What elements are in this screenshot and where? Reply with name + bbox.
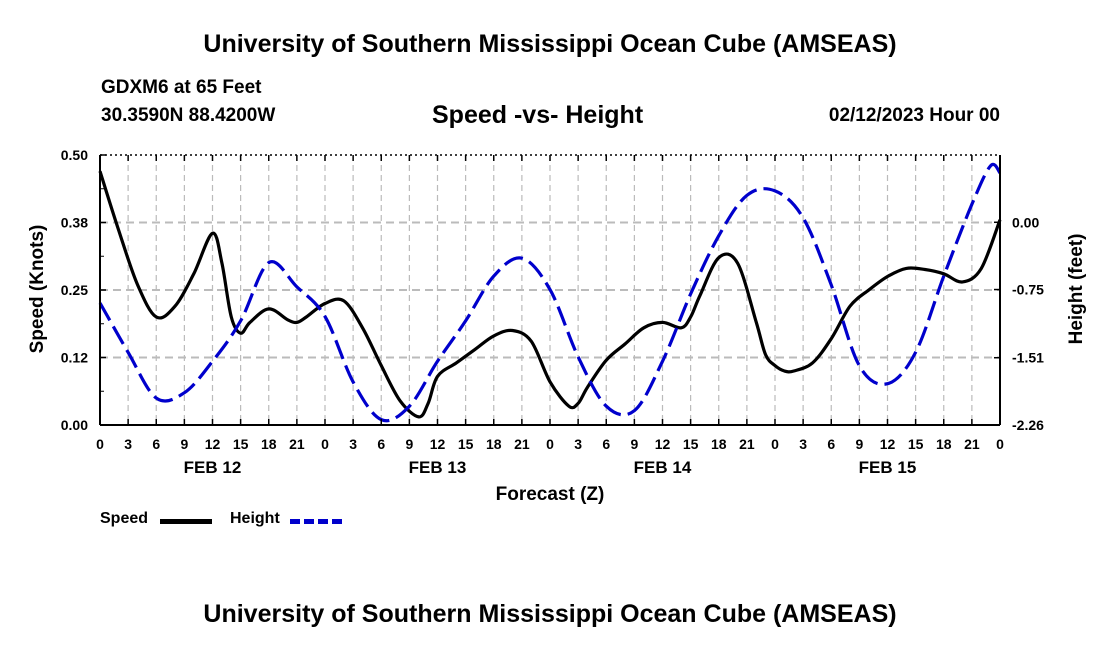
speed-series-line: [98, 170, 1002, 419]
footer-title: University of Southern Mississippi Ocean…: [203, 600, 897, 628]
x-tick-label: 15: [683, 436, 699, 452]
x-tick-label: 15: [458, 436, 474, 452]
x-tick-label: 0: [321, 436, 329, 452]
x-tick-label: 18: [711, 436, 727, 452]
x-tick-label: 3: [124, 436, 132, 452]
x-tick-label: 12: [655, 436, 671, 452]
legend-speed-label: Speed: [100, 510, 149, 527]
legend-height-swatch: [290, 519, 342, 524]
x-tick-label: 9: [180, 436, 188, 452]
x-tick-label: 6: [827, 436, 835, 452]
height-series-line: [98, 162, 1002, 423]
legend-height-label: Height: [230, 510, 280, 527]
x-axis-label: Forecast (Z): [496, 484, 605, 505]
x-tick-label: 0: [771, 436, 779, 452]
y2-axis-label: Height (feet): [1066, 234, 1087, 345]
coordinates-label: 30.3590N 88.4200W: [101, 105, 276, 126]
x-tick-label: 9: [405, 436, 413, 452]
y2-tick-label: -0.75: [1012, 282, 1044, 298]
x-tick-label: 0: [96, 436, 104, 452]
y2-tick-label: 0.00: [1012, 214, 1039, 230]
x-tick-label: 0: [996, 436, 1004, 452]
y-tick-label: 0.38: [61, 215, 88, 231]
date-label: FEB 12: [184, 458, 242, 477]
x-tick-label: 9: [855, 436, 863, 452]
x-tick-label: 21: [964, 436, 980, 452]
y2-tick-label: -1.51: [1012, 350, 1044, 366]
y-tick-label: 0.12: [61, 350, 88, 366]
x-tick-label: 6: [152, 436, 160, 452]
x-tick-label: 15: [908, 436, 924, 452]
x-tick-label: 18: [936, 436, 952, 452]
x-tick-label: 3: [574, 436, 582, 452]
chart-subtitle: Speed -vs- Height: [432, 101, 644, 129]
legend-speed-swatch: [160, 519, 212, 524]
y-tick-label: 0.25: [61, 282, 88, 298]
main-title: University of Southern Mississippi Ocean…: [203, 30, 897, 58]
y-tick-label: 0.50: [61, 147, 88, 163]
x-tick-label: 12: [430, 436, 446, 452]
axes: 0 3 6 9 12 15 18 21 0 3 6 9 12 15 18 21 0 3 6 9 12 15 18 21 0 3 6 9…: [61, 147, 1044, 477]
date-label: FEB 15: [859, 458, 917, 477]
station-label: GDXM6 at 65 Feet: [101, 77, 262, 98]
x-tick-label: 18: [261, 436, 277, 452]
x-tick-label: 21: [289, 436, 305, 452]
y2-tick-label: -2.26: [1012, 417, 1044, 433]
x-tick-label: 0: [546, 436, 554, 452]
x-tick-label: 12: [880, 436, 896, 452]
speed-height-chart: 0 3 6 9 12 15 18 21 0 3 6 9 12 15 18 21 0 3 6 9 12 15 18 21 0 3 6 9…: [27, 147, 1087, 505]
x-tick-label: 6: [602, 436, 610, 452]
x-tick-label: 12: [205, 436, 221, 452]
x-tick-label: 3: [349, 436, 357, 452]
y-tick-label: 0.00: [61, 417, 88, 433]
x-tick-label: 21: [739, 436, 755, 452]
date-label: FEB 13: [409, 458, 467, 477]
x-tick-label: 3: [799, 436, 807, 452]
series-lines: [98, 162, 1002, 423]
date-label: FEB 14: [634, 458, 692, 477]
x-tick-label: 18: [486, 436, 502, 452]
x-tick-label: 9: [630, 436, 638, 452]
x-tick-label: 6: [377, 436, 385, 452]
x-tick-label: 21: [514, 436, 530, 452]
y-axis-label: Speed (Knots): [27, 225, 48, 354]
x-tick-label: 15: [233, 436, 249, 452]
forecast-datetime: 02/12/2023 Hour 00: [828, 105, 1000, 126]
